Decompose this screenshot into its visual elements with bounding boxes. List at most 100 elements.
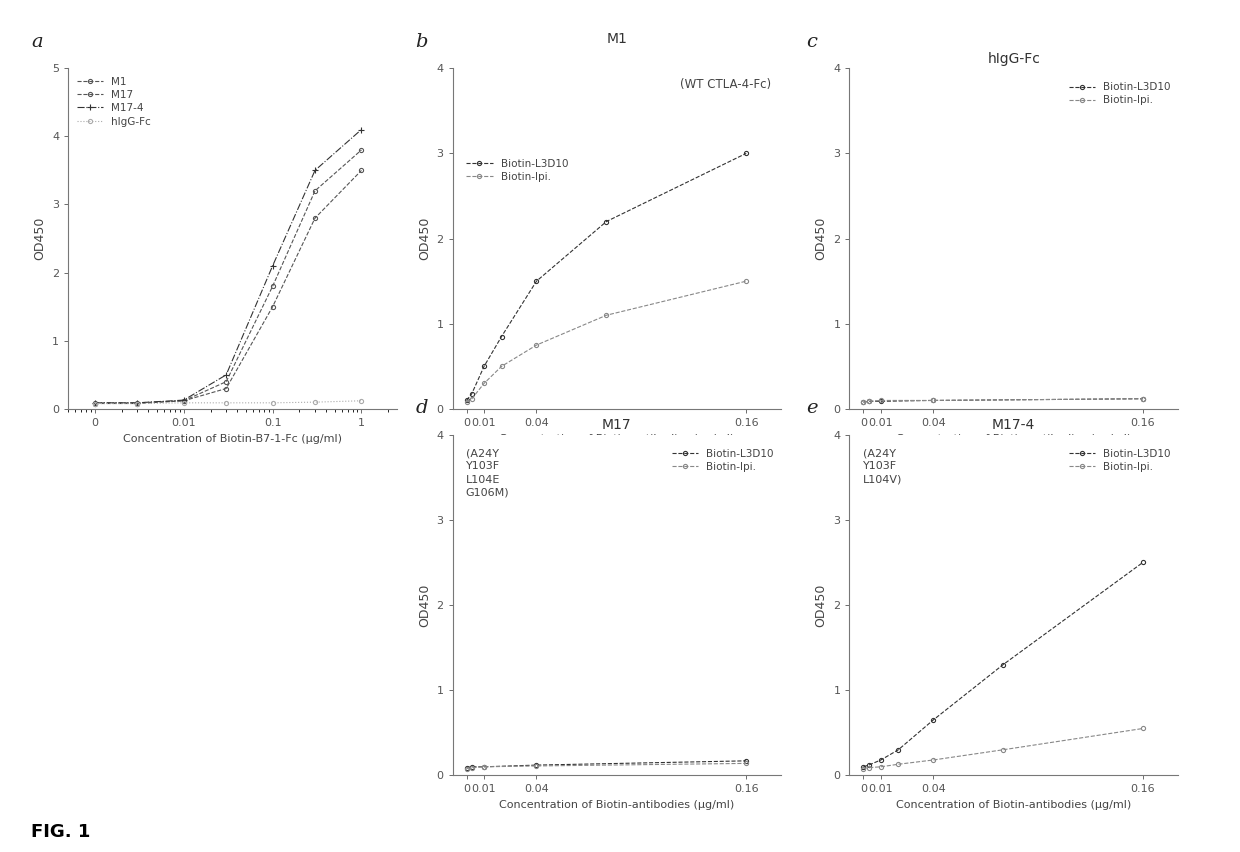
M17 <box>265 281 280 291</box>
Legend: Biotin-L3D10, Biotin-Ipi.: Biotin-L3D10, Biotin-Ipi. <box>670 446 776 474</box>
Biotin-Ipi. <box>465 763 480 773</box>
Biotin-Ipi. <box>873 395 888 406</box>
hIgG-Fc <box>308 397 322 407</box>
Y-axis label: OD450: OD450 <box>418 217 430 260</box>
M17-4 <box>308 165 322 176</box>
Biotin-L3D10 <box>599 216 614 227</box>
hIgG-Fc <box>353 395 368 406</box>
Line: Biotin-L3D10: Biotin-L3D10 <box>465 152 748 402</box>
Biotin-Ipi. <box>873 762 888 772</box>
Line: Biotin-L3D10: Biotin-L3D10 <box>862 561 1145 769</box>
Biotin-L3D10 <box>926 715 941 725</box>
Biotin-L3D10 <box>862 396 877 406</box>
M1 <box>130 399 145 409</box>
Biotin-Ipi. <box>476 378 491 389</box>
X-axis label: Concentration of Biotin-antibodies (μg/ml): Concentration of Biotin-antibodies (μg/m… <box>500 434 734 444</box>
Biotin-L3D10 <box>476 361 491 371</box>
Biotin-Ipi. <box>465 394 480 404</box>
Text: b: b <box>415 33 428 51</box>
hIgG-Fc <box>176 398 191 408</box>
Biotin-L3D10 <box>739 148 754 158</box>
Text: FIG. 1: FIG. 1 <box>31 823 91 841</box>
Biotin-L3D10 <box>856 397 870 407</box>
Biotin-Ipi. <box>890 759 905 769</box>
Biotin-Ipi. <box>862 763 877 773</box>
M1 <box>265 302 280 312</box>
X-axis label: Concentration of Biotin-B7-1-Fc (μg/ml): Concentration of Biotin-B7-1-Fc (μg/ml) <box>123 434 342 444</box>
Line: Biotin-L3D10: Biotin-L3D10 <box>465 759 748 769</box>
hIgG-Fc <box>130 399 145 409</box>
M17-4 <box>353 124 368 135</box>
M17 <box>130 398 145 408</box>
Biotin-Ipi. <box>926 755 941 765</box>
Text: (A24Y
Y103F
L104V): (A24Y Y103F L104V) <box>863 448 901 485</box>
M17-4 <box>88 398 103 408</box>
Title: M1: M1 <box>606 32 627 46</box>
Biotin-L3D10 <box>873 396 888 406</box>
Biotin-Ipi. <box>529 761 544 771</box>
Line: Biotin-Ipi.: Biotin-Ipi. <box>862 397 1145 404</box>
M17-4 <box>130 398 145 408</box>
Text: d: d <box>415 400 428 417</box>
M17-4 <box>265 261 280 271</box>
M17 <box>308 186 322 196</box>
Biotin-Ipi. <box>739 758 754 769</box>
Biotin-L3D10 <box>1136 394 1151 404</box>
Legend: Biotin-L3D10, Biotin-Ipi.: Biotin-L3D10, Biotin-Ipi. <box>1066 446 1173 474</box>
Biotin-L3D10 <box>529 760 544 770</box>
Line: Biotin-L3D10: Biotin-L3D10 <box>862 397 1145 404</box>
Biotin-L3D10 <box>862 760 877 770</box>
Line: M1: M1 <box>93 169 363 406</box>
M17 <box>88 398 103 408</box>
Biotin-L3D10 <box>739 756 754 766</box>
Line: Biotin-Ipi.: Biotin-Ipi. <box>862 727 1145 770</box>
X-axis label: Concentration of Biotin-antibodies (μg/ml): Concentration of Biotin-antibodies (μg/m… <box>897 800 1131 810</box>
Title: M17-4: M17-4 <box>992 418 1035 432</box>
Biotin-Ipi. <box>529 340 544 350</box>
Biotin-L3D10 <box>459 395 474 406</box>
Text: (WT CTLA-4-Fc): (WT CTLA-4-Fc) <box>681 78 771 91</box>
Biotin-L3D10 <box>494 331 508 342</box>
M1 <box>88 399 103 409</box>
Text: e: e <box>806 400 817 417</box>
Y-axis label: OD450: OD450 <box>418 584 430 626</box>
Biotin-Ipi. <box>1136 723 1151 734</box>
Biotin-L3D10 <box>873 755 888 765</box>
X-axis label: Concentration of Biotin-antibodies (μg/ml): Concentration of Biotin-antibodies (μg/m… <box>897 434 1131 444</box>
M1 <box>308 213 322 223</box>
M17 <box>353 145 368 155</box>
hIgG-Fc <box>88 399 103 409</box>
hIgG-Fc <box>265 398 280 408</box>
Biotin-L3D10 <box>1136 557 1151 567</box>
Biotin-L3D10 <box>856 762 870 772</box>
hIgG-Fc <box>218 398 233 408</box>
Biotin-L3D10 <box>926 395 941 406</box>
Biotin-Ipi. <box>856 763 870 774</box>
Title: hIgG-Fc: hIgG-Fc <box>987 52 1040 66</box>
Biotin-L3D10 <box>529 276 544 286</box>
M17 <box>218 377 233 387</box>
Biotin-Ipi. <box>459 763 474 774</box>
Line: Biotin-Ipi.: Biotin-Ipi. <box>465 279 748 404</box>
M1 <box>218 383 233 394</box>
Legend: Biotin-L3D10, Biotin-Ipi.: Biotin-L3D10, Biotin-Ipi. <box>465 157 570 184</box>
M1 <box>176 395 191 406</box>
Biotin-Ipi. <box>862 396 877 406</box>
Biotin-Ipi. <box>926 395 941 406</box>
Y-axis label: OD450: OD450 <box>33 217 46 260</box>
Line: M17: M17 <box>93 148 363 405</box>
Line: M17-4: M17-4 <box>92 127 365 406</box>
Text: a: a <box>31 33 42 51</box>
Biotin-Ipi. <box>996 745 1011 755</box>
Legend: Biotin-L3D10, Biotin-Ipi.: Biotin-L3D10, Biotin-Ipi. <box>1066 80 1173 107</box>
M17-4 <box>218 370 233 380</box>
M1 <box>353 165 368 176</box>
Biotin-Ipi. <box>1136 394 1151 404</box>
Biotin-Ipi. <box>494 361 508 371</box>
Biotin-L3D10 <box>459 763 474 773</box>
Biotin-Ipi. <box>476 762 491 772</box>
X-axis label: Concentration of Biotin-antibodies (μg/ml): Concentration of Biotin-antibodies (μg/m… <box>500 800 734 810</box>
Biotin-Ipi. <box>599 310 614 320</box>
Line: Biotin-Ipi.: Biotin-Ipi. <box>465 762 748 770</box>
Biotin-Ipi. <box>856 397 870 407</box>
